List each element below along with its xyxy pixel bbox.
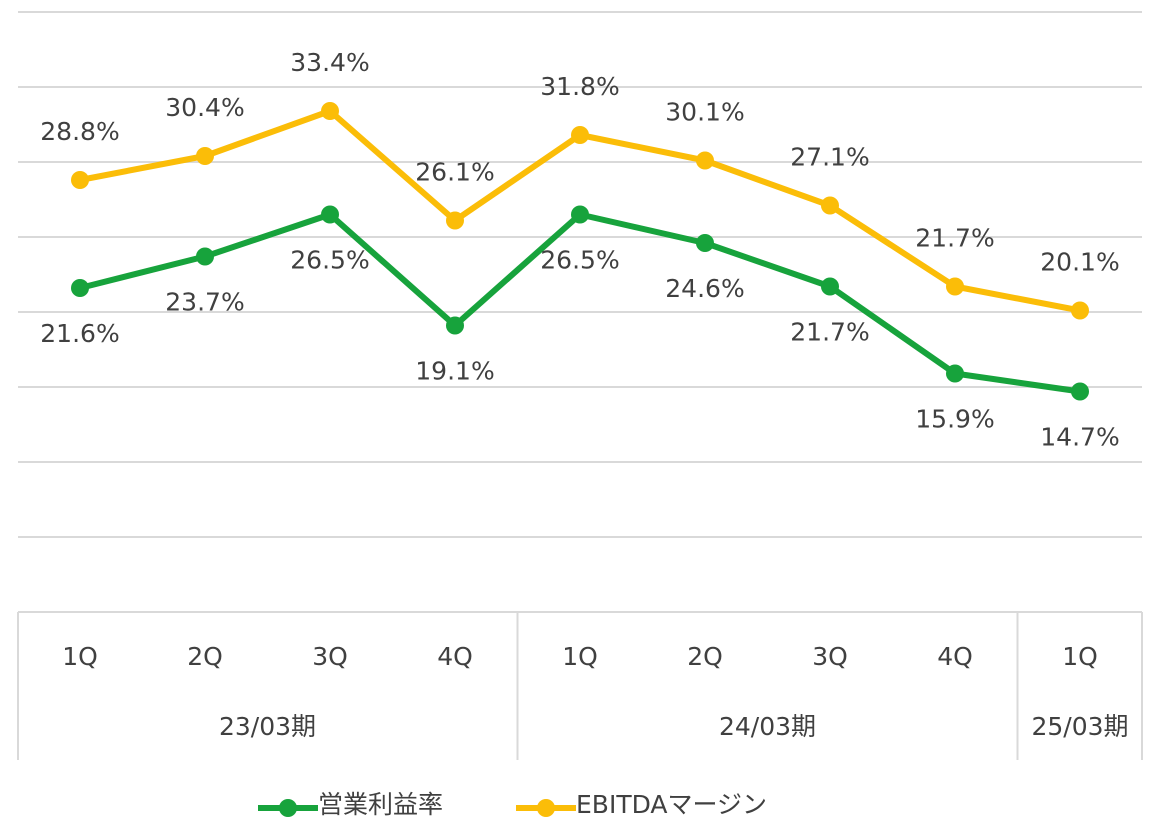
point [1071,301,1089,320]
point [571,205,589,224]
legend-marker [537,799,555,817]
data-label: 21.7% [915,224,994,253]
point [571,126,589,144]
x-tick-label: 3Q [812,642,848,671]
data-label: 31.8% [540,72,619,101]
data-label: 21.6% [40,319,119,348]
point [696,234,714,252]
data-label: 30.4% [165,93,244,122]
data-label: 21.7% [790,318,869,347]
data-label: 26.1% [415,158,494,187]
point [821,277,839,296]
x-tick-label: 3Q [312,642,348,671]
legend-marker [279,799,297,817]
point [71,171,89,189]
point [446,316,464,335]
data-label: 20.1% [1040,248,1119,277]
x-tick-label: 1Q [1062,642,1098,671]
x-tick-label: 1Q [562,642,598,671]
x-tick-label: 4Q [937,642,973,671]
point [946,364,964,383]
point [196,147,214,165]
x-tick-label: 4Q [437,642,473,671]
x-tick-label: 2Q [187,642,223,671]
data-label: 26.5% [540,246,619,275]
point [71,279,89,297]
data-label: 23.7% [165,288,244,317]
data-label: 28.8% [40,117,119,146]
x-tick-label: 1Q [62,642,98,671]
x-tick-label: 2Q [687,642,723,671]
data-label: 30.1% [665,98,744,127]
point [1071,382,1089,401]
group-label: 25/03期 [1031,712,1128,741]
legend-label: EBITDAマージン [576,790,767,819]
data-label: 27.1% [790,143,869,172]
data-label: 15.9% [915,405,994,434]
point [946,277,964,296]
data-label: 26.5% [290,246,369,275]
data-label: 33.4% [290,48,369,77]
point [196,247,214,266]
point [321,205,339,224]
point [446,211,464,230]
point [821,196,839,215]
point [321,102,339,120]
data-label: 19.1% [415,357,494,386]
group-label: 23/03期 [219,712,316,741]
legend-label: 営業利益率 [318,790,443,819]
point [696,151,714,170]
data-label: 14.7% [1040,423,1119,452]
data-label: 24.6% [665,274,744,303]
group-label: 24/03期 [719,712,816,741]
